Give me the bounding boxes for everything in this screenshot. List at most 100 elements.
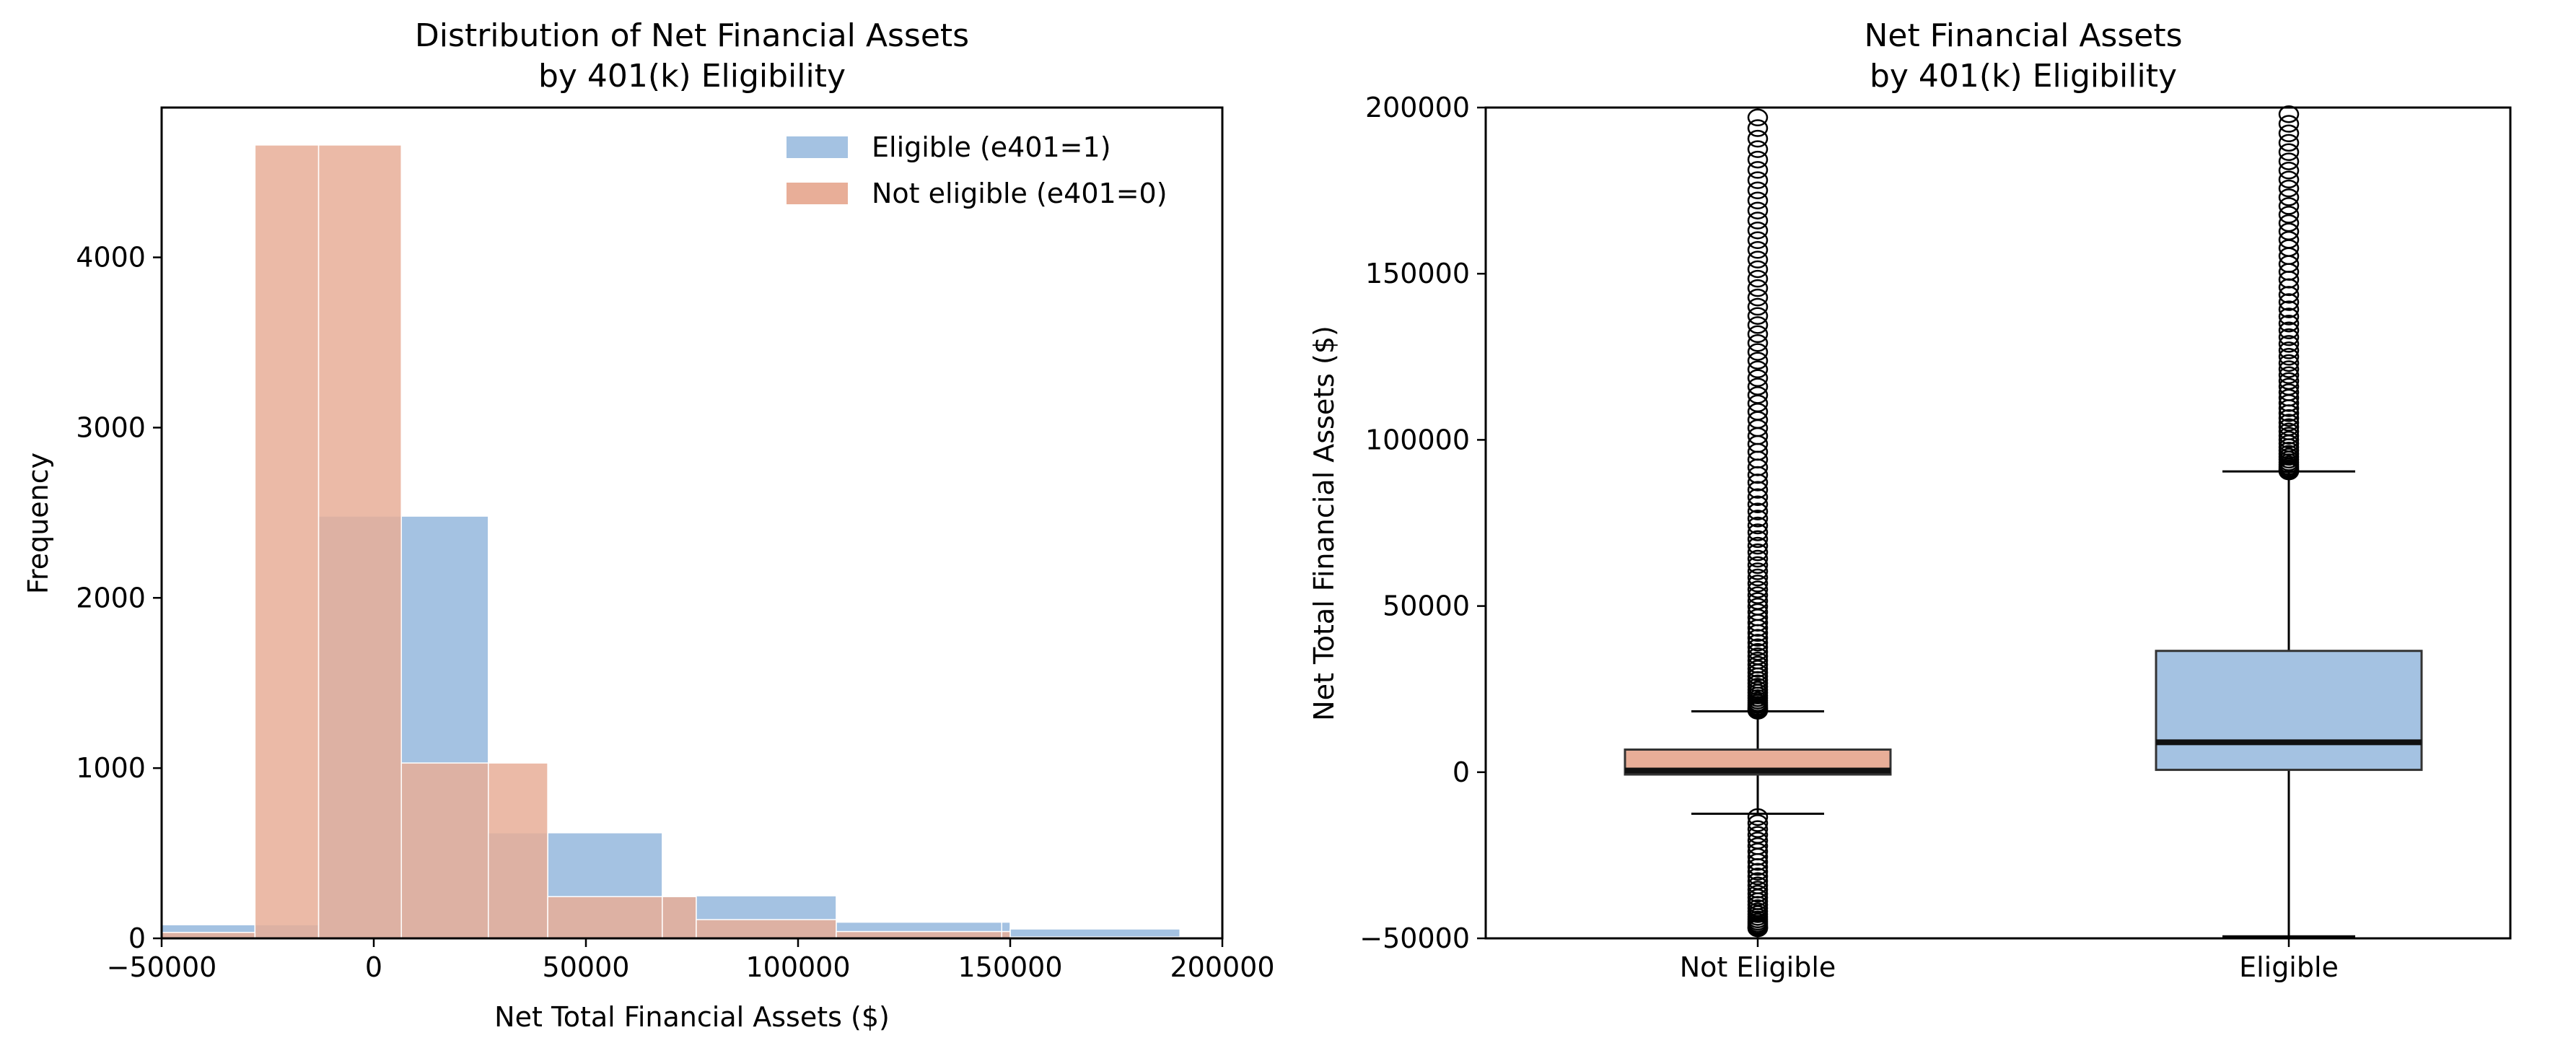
outlier-high-not-eligible xyxy=(1747,549,1769,568)
outlier-high-eligible xyxy=(2278,197,2300,215)
hist-x-axis: −50000 0 50000 100000 150000 200000 xyxy=(107,938,1275,983)
hist-bar-not-eligible xyxy=(317,144,402,939)
outlier-high-not-eligible xyxy=(1747,129,1769,148)
outlier-high-not-eligible xyxy=(1747,603,1769,621)
hist-y-tick-label: 2000 xyxy=(76,582,146,614)
outlier-high-not-eligible xyxy=(1747,288,1769,307)
outlier-high-not-eligible xyxy=(1747,651,1769,670)
hist-legend: Eligible (e401=1) Not eligible (e401=0) xyxy=(787,131,1167,209)
outlier-high-not-eligible xyxy=(1747,307,1769,325)
box-title: Net Financial Assets xyxy=(1864,17,2182,54)
outlier-high-not-eligible xyxy=(1747,556,1769,575)
outlier-high-not-eligible xyxy=(1747,119,1769,137)
outlier-high-eligible xyxy=(2278,372,2300,390)
outlier-high-not-eligible xyxy=(1747,191,1769,210)
outlier-high-eligible xyxy=(2278,300,2300,318)
outlier-high-eligible xyxy=(2278,152,2300,170)
hist-bars-not-eligible xyxy=(161,144,1223,939)
outlier-high-not-eligible xyxy=(1747,592,1769,610)
outlier-high-eligible xyxy=(2278,314,2300,333)
outlier-high-not-eligible xyxy=(1747,488,1769,507)
box-y-tick-label: 200000 xyxy=(1365,92,1470,123)
outlier-high-not-eligible xyxy=(1747,269,1769,288)
outlier-high-eligible xyxy=(2278,427,2300,445)
outlier-high-not-eligible xyxy=(1747,221,1769,240)
outlier-high-eligible xyxy=(2278,124,2300,143)
outlier-high-not-eligible xyxy=(1747,297,1769,316)
hist-bar-not-eligible xyxy=(696,919,837,939)
outlier-high-not-eligible xyxy=(1747,316,1769,334)
outlier-low-not-eligible xyxy=(1747,808,1769,826)
outlier-high-not-eligible xyxy=(1747,140,1769,158)
outlier-high-not-eligible xyxy=(1747,386,1769,404)
outlier-high-not-eligible xyxy=(1747,586,1769,604)
hist-x-tick-label: 100000 xyxy=(745,951,850,983)
hist-subtitle: by 401(k) Eligibility xyxy=(538,58,846,95)
outlier-high-not-eligible xyxy=(1747,502,1769,520)
outlier-low-not-eligible xyxy=(1747,863,1769,881)
box-x-tick-label: Eligible xyxy=(2239,951,2339,983)
outlier-high-eligible xyxy=(2278,430,2300,449)
outlier-low-not-eligible xyxy=(1747,814,1769,832)
outlier-high-eligible xyxy=(2278,143,2300,162)
hist-plot-frame xyxy=(160,106,1224,940)
box-y-tick-label: −50000 xyxy=(1359,922,1470,954)
outlier-high-not-eligible xyxy=(1747,161,1769,179)
legend-swatch-not-eligible xyxy=(787,183,848,204)
outlier-low-not-eligible xyxy=(1747,820,1769,838)
outlier-high-not-eligible xyxy=(1747,543,1769,562)
outlier-high-eligible xyxy=(2278,115,2300,133)
outlier-high-not-eligible xyxy=(1747,378,1769,396)
outlier-high-eligible xyxy=(2278,307,2300,326)
box-y-axis: −50000 0 50000 100000 150000 200000 xyxy=(1359,92,1486,954)
outlier-high-not-eligible xyxy=(1747,334,1769,352)
outlier-high-eligible xyxy=(2278,414,2300,432)
outlier-high-eligible xyxy=(2278,383,2300,401)
box-subtitle: by 401(k) Eligibility xyxy=(1870,58,2177,95)
box-plot-frame xyxy=(1484,106,2512,940)
outlier-high-not-eligible xyxy=(1747,360,1769,379)
hist-bar-not-eligible xyxy=(400,762,489,939)
outlier-high-not-eligible xyxy=(1747,343,1769,361)
outlier-low-not-eligible xyxy=(1747,826,1769,844)
outlier-high-eligible xyxy=(2278,341,2300,359)
hist-x-tick-label: 50000 xyxy=(543,951,630,983)
box-y-tick-label: 0 xyxy=(1453,756,1470,788)
box-y-tick-label: 100000 xyxy=(1365,424,1470,455)
outlier-high-eligible xyxy=(2278,366,2300,384)
box-y-tick-label: 50000 xyxy=(1383,590,1470,622)
hist-y-tick-label: 1000 xyxy=(76,752,146,784)
outlier-high-not-eligible xyxy=(1747,647,1769,666)
hist-y-tick-label: 0 xyxy=(128,922,146,954)
outlier-high-not-eligible xyxy=(1747,211,1769,230)
hist-bar-not-eligible xyxy=(254,144,320,939)
outlier-high-eligible xyxy=(2278,321,2300,340)
outlier-high-eligible xyxy=(2278,105,2300,123)
outlier-high-eligible xyxy=(2278,222,2300,241)
box-y-axis-label: Net Total Financial Assets ($) xyxy=(1308,326,1340,721)
outlier-high-eligible xyxy=(2278,328,2300,346)
outlier-high-eligible xyxy=(2278,335,2300,353)
outlier-high-not-eligible xyxy=(1747,394,1769,413)
outlier-high-not-eligible xyxy=(1747,516,1769,535)
outlier-high-not-eligible xyxy=(1747,536,1769,555)
outlier-high-eligible xyxy=(2278,348,2300,366)
outlier-high-not-eligible xyxy=(1747,530,1769,549)
outlier-high-eligible xyxy=(2278,188,2300,206)
outlier-high-eligible xyxy=(2278,422,2300,441)
hist-y-axis-label: Frequency xyxy=(22,453,54,594)
outlier-high-not-eligible xyxy=(1747,510,1769,528)
box-marks xyxy=(1624,105,2423,938)
outlier-high-eligible xyxy=(2278,161,2300,180)
box-y-tick-label: 150000 xyxy=(1365,258,1470,289)
outlier-high-not-eligible xyxy=(1747,279,1769,297)
outlier-high-eligible xyxy=(2278,170,2300,189)
outlier-high-not-eligible xyxy=(1747,250,1769,269)
histogram-chart: Distribution of Net Financial Assets by … xyxy=(22,17,1275,1033)
outlier-low-not-eligible xyxy=(1747,868,1769,886)
outlier-high-not-eligible xyxy=(1747,201,1769,219)
outlier-high-not-eligible xyxy=(1747,562,1769,580)
hist-y-axis: 0 1000 2000 3000 4000 xyxy=(76,242,162,954)
outlier-high-not-eligible xyxy=(1747,495,1769,514)
outlier-high-not-eligible xyxy=(1747,352,1769,370)
